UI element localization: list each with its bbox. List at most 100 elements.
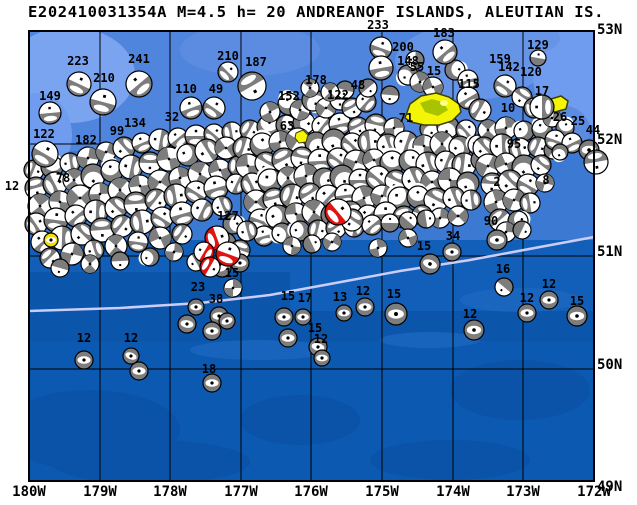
focal-mechanism-beachball — [202, 373, 222, 393]
focal-mechanism-beachball — [144, 188, 168, 212]
beachball-band-layer — [23, 50, 575, 278]
focal-mechanism-beachball — [278, 328, 298, 348]
focal-mechanism-beachball — [519, 192, 541, 214]
focal-mechanism-beachball — [184, 180, 208, 204]
focal-mechanism-beachball — [274, 307, 294, 327]
focal-mechanism-beachball — [583, 149, 609, 175]
focal-mechanism-beachball — [551, 143, 569, 163]
focal-mechanism-beachball — [279, 183, 305, 209]
focal-mechanism-beachball — [148, 128, 172, 152]
focal-mechanism-beachball — [89, 88, 117, 116]
focal-mechanism-beachball — [472, 136, 496, 160]
focal-mechanism-beachball — [42, 171, 68, 197]
focal-mechanism-beachball — [24, 176, 48, 200]
focal-mechanism-beachball — [357, 129, 383, 155]
focal-mechanism-beachball — [80, 254, 100, 274]
focal-mechanism-beachball — [174, 143, 200, 167]
focal-mechanism-beachball — [530, 154, 552, 176]
focal-mechanism-beachball — [517, 303, 537, 323]
focal-mechanism-beachball — [125, 70, 153, 98]
focal-mechanism-beachball — [419, 253, 441, 275]
focal-mechanism-beachball — [361, 214, 383, 236]
focal-mechanism-beachball — [43, 232, 59, 248]
focal-mechanism-beachball — [110, 214, 134, 238]
focal-mechanism-beachball — [539, 290, 559, 310]
focal-mechanism-beachball — [368, 238, 388, 258]
focal-mechanism-beachball — [301, 199, 327, 225]
focal-mechanism-beachball — [460, 189, 482, 211]
focal-mechanism-beachball — [70, 222, 94, 246]
focal-mechanism-highlighted — [324, 198, 352, 226]
focal-mechanism-beachball — [300, 78, 320, 98]
focal-mechanism-beachball — [432, 39, 458, 65]
focal-mechanism-beachball — [322, 232, 342, 252]
focal-mechanism-beachball — [211, 195, 233, 217]
focal-mechanism-beachball — [398, 211, 418, 231]
map-frame — [28, 30, 595, 482]
focal-mechanism-beachball — [358, 78, 378, 98]
focal-mechanism-beachball — [104, 196, 128, 220]
focal-mechanism-beachball — [190, 198, 214, 222]
focal-mechanism-beachball — [486, 229, 508, 251]
focal-mechanism-beachball — [256, 166, 283, 194]
focal-mechanism-beachball — [369, 36, 393, 60]
focal-mechanism-beachball — [171, 223, 193, 245]
focal-mechanism-beachball — [127, 231, 149, 253]
focal-mechanism-beachball — [50, 258, 70, 278]
focal-mechanism-beachball — [406, 182, 430, 209]
focal-mechanism-beachball — [511, 120, 535, 142]
focal-mechanism-beachball — [131, 132, 153, 154]
focal-mechanism-beachball — [237, 71, 267, 101]
focal-mechanism-beachball — [129, 361, 149, 381]
focal-mechanism-beachball — [83, 239, 105, 261]
focal-mechanism-beachball — [179, 96, 203, 120]
focal-mechanism-beachball — [335, 80, 355, 100]
focal-mechanism-beachball — [494, 277, 514, 297]
page-title: E202410031354A M=4.5 h= 20 ANDREANOF ISL… — [28, 3, 605, 21]
focal-mechanism-beachball — [335, 304, 353, 322]
focal-mechanism-beachball — [74, 350, 94, 370]
focal-mechanism-beachball — [380, 85, 400, 105]
focal-mechanism-beachball — [104, 234, 128, 258]
focal-mechanism-beachball — [236, 220, 258, 242]
focal-mechanism-beachball — [218, 312, 236, 330]
focal-mechanism-beachball — [223, 278, 243, 298]
focal-mechanism-beachball — [287, 220, 311, 242]
focal-mechanism-beachball — [384, 302, 408, 326]
focal-mechanism-beachball — [511, 86, 533, 108]
focal-mechanism-beachball — [60, 242, 84, 266]
focal-mechanism-beachball — [313, 349, 331, 367]
focal-mechanism-beachball — [282, 236, 302, 256]
focal-mechanism-highlighted — [215, 241, 241, 267]
focal-mechanism-beachball — [447, 205, 469, 227]
focal-mechanism-beachball — [217, 61, 239, 83]
focal-mechanism-beachball — [483, 189, 509, 215]
focal-mechanism-beachball — [259, 101, 281, 123]
focal-mechanism-beachball — [31, 140, 59, 168]
focal-mechanism-beachball — [422, 76, 444, 98]
island — [294, 129, 309, 144]
focal-mechanism-beachball — [493, 74, 517, 98]
trench-line — [28, 235, 595, 313]
focal-mechanism-beachball — [138, 247, 160, 267]
focal-mechanism-beachball — [457, 69, 479, 91]
focal-mechanism-beachball — [535, 173, 555, 193]
focal-mechanism-beachball — [202, 321, 222, 341]
focal-mechanism-beachball — [253, 225, 275, 247]
focal-mechanism-beachball — [463, 319, 485, 341]
focal-mechanism-beachball — [66, 71, 92, 97]
focal-mechanism-beachball — [293, 163, 319, 189]
focal-mechanism-beachball — [529, 94, 555, 120]
focal-mechanism-beachball — [566, 305, 588, 327]
focal-mechanism-beachball — [405, 50, 425, 70]
focal-mechanism-beachball — [164, 242, 184, 262]
focal-mechanism-beachball — [110, 251, 130, 271]
focal-mechanism-highlighted — [199, 256, 221, 278]
focal-mechanism-beachball — [112, 136, 136, 160]
focal-mechanism-beachball — [398, 228, 418, 248]
focal-mechanism-beachball — [302, 234, 322, 254]
focal-mechanism-beachball — [38, 101, 62, 125]
focal-mechanism-beachball — [409, 71, 431, 93]
